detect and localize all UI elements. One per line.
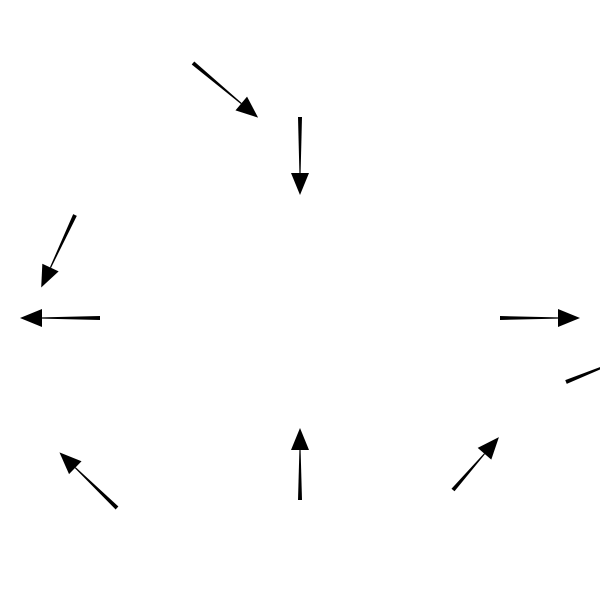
arrow-icon (291, 117, 309, 195)
arrow-icon (446, 431, 506, 496)
arrow-icon (563, 344, 600, 391)
arrow-icon (187, 56, 264, 124)
arrow-icon (500, 309, 580, 327)
arrow-icon (20, 309, 100, 327)
radial-arrows-diagram (0, 0, 600, 600)
arrow-icon (33, 211, 83, 291)
arrow-icon (291, 428, 309, 500)
arrow-icon (53, 446, 123, 515)
